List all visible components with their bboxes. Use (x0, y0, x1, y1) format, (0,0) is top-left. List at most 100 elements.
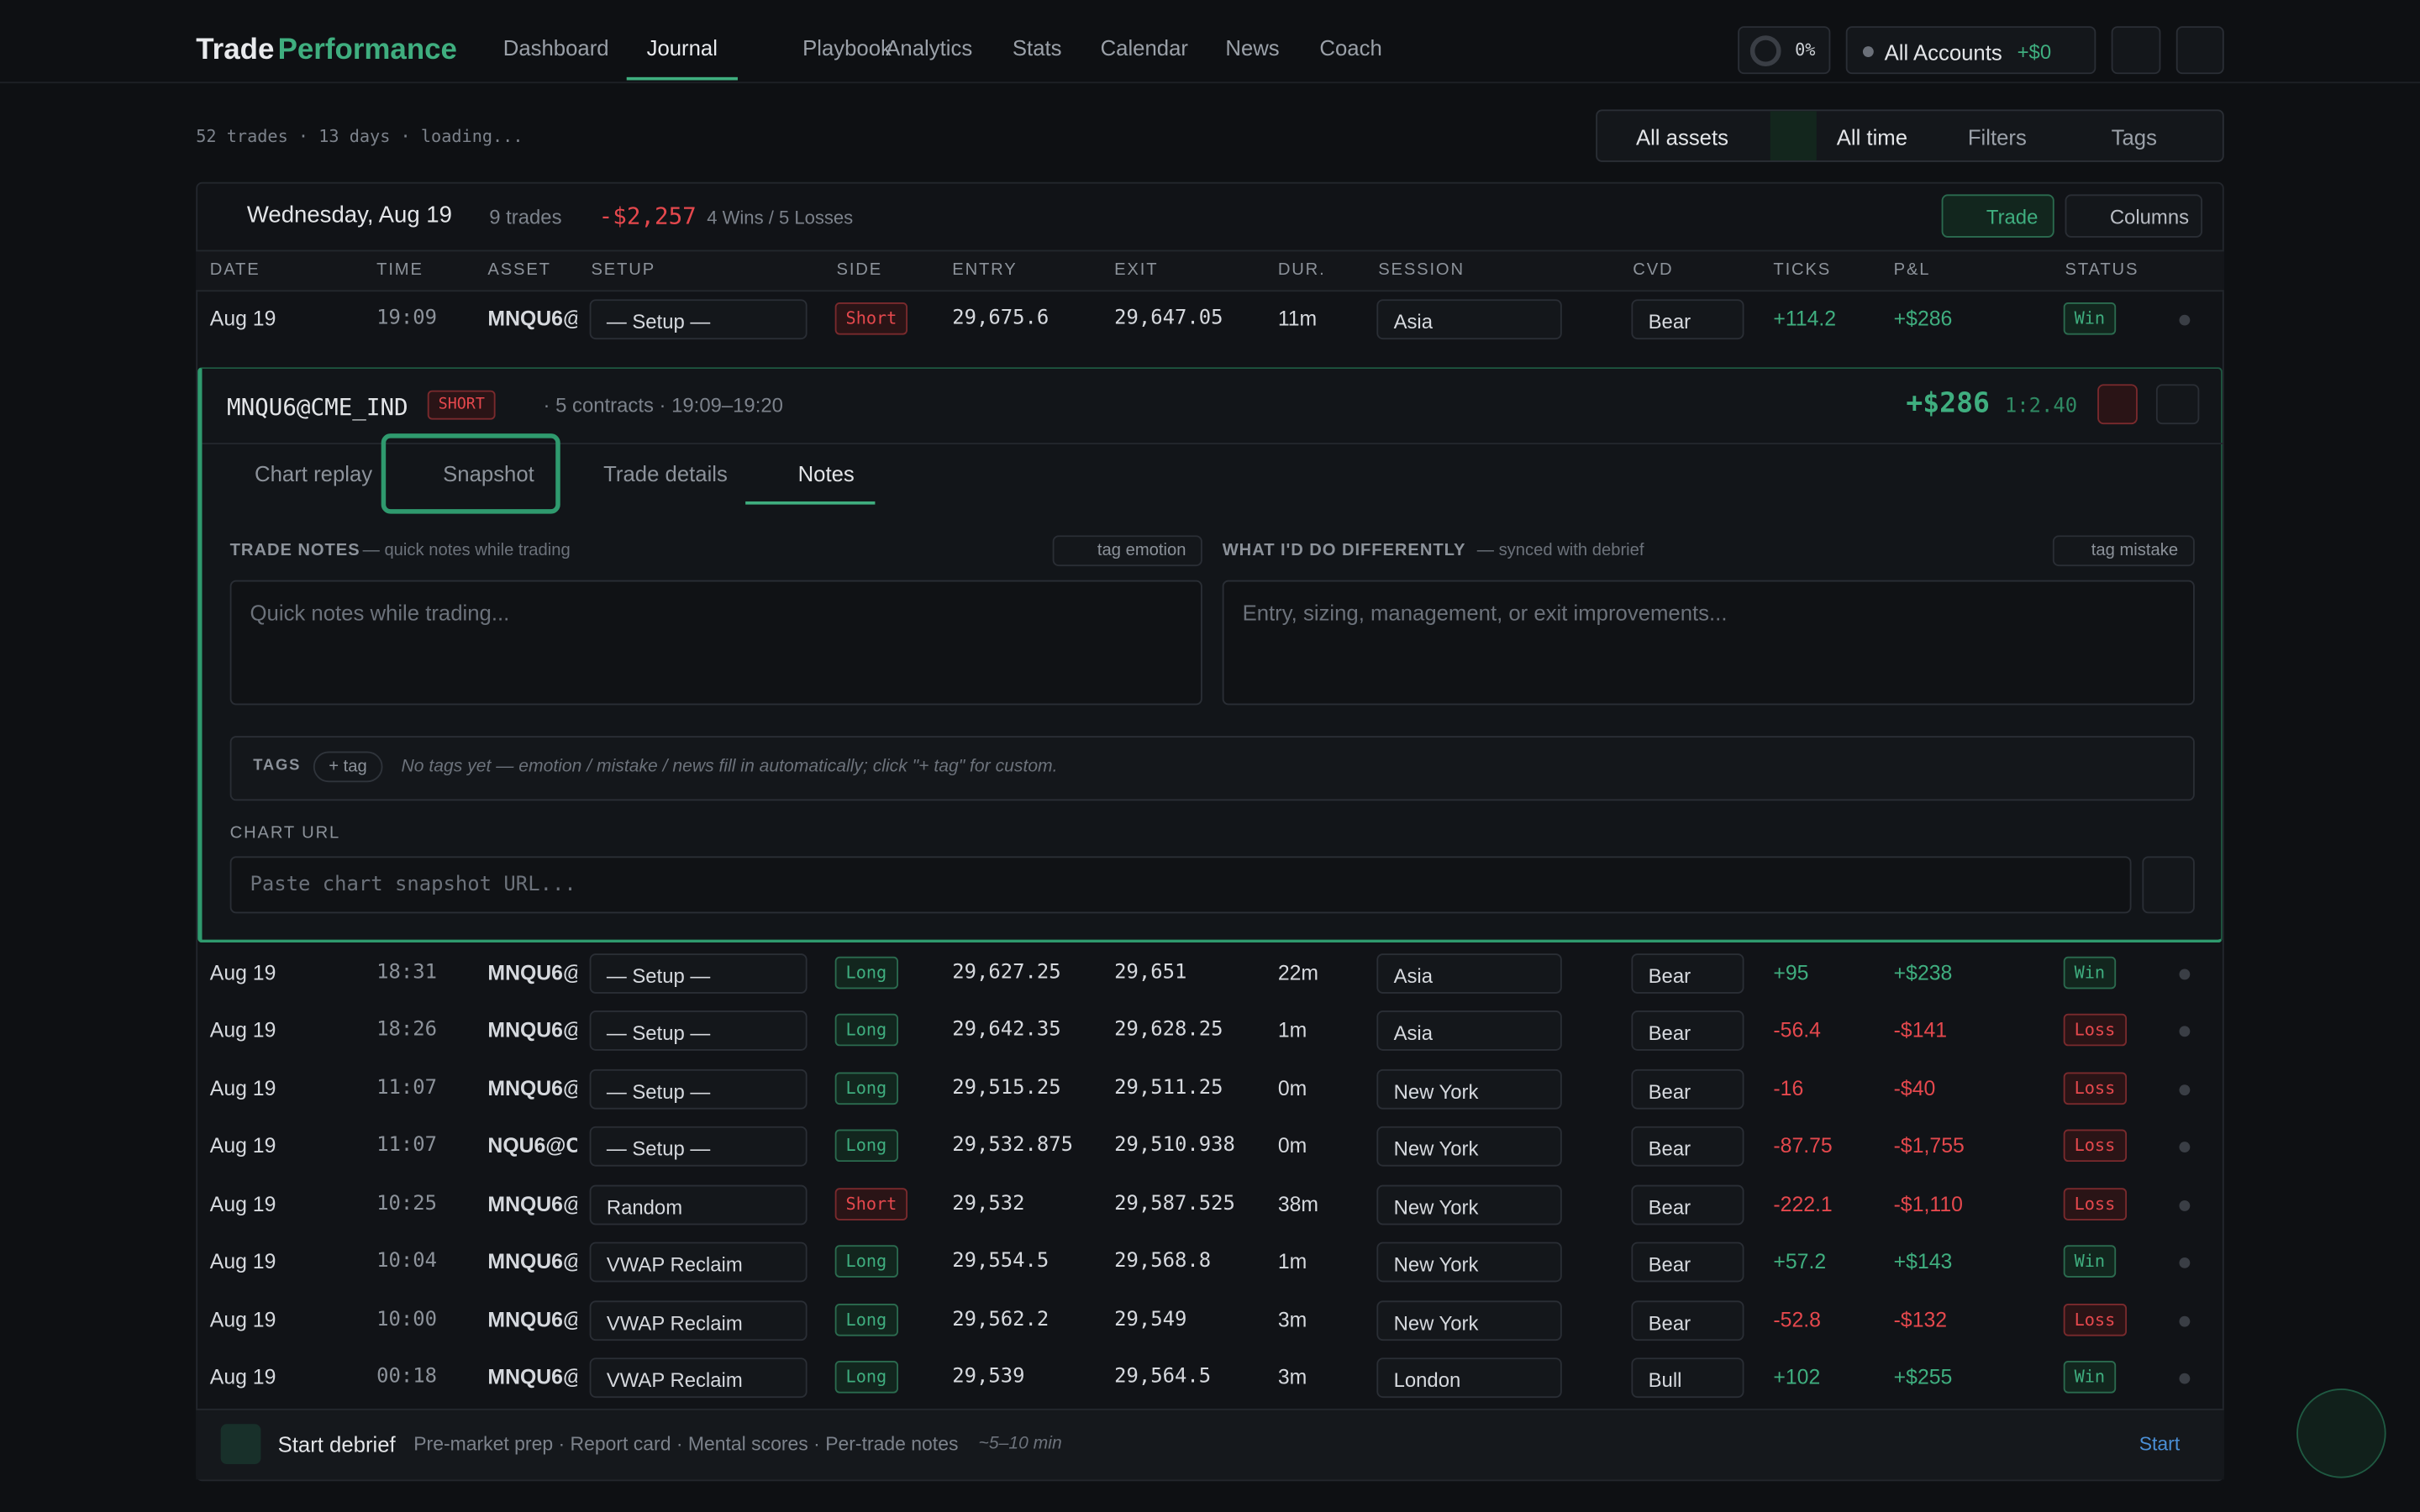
select-value: Random (606, 1195, 683, 1220)
export-button[interactable] (2111, 26, 2161, 75)
side-badge: Long (834, 956, 898, 990)
columns-label: Columns (2109, 205, 2190, 228)
open-url-button[interactable] (2142, 856, 2195, 914)
select[interactable]: VWAP Reclaim (589, 1300, 808, 1341)
cell: 22m (1277, 961, 1319, 984)
cell: 29,568.8 (1114, 1249, 1212, 1273)
select[interactable]: Bear (1631, 299, 1744, 340)
debrief-start[interactable]: Start (2139, 1433, 2181, 1456)
status-badge: Loss (2063, 1013, 2127, 1047)
theme-button[interactable] (2175, 26, 2224, 75)
row-dot[interactable] (2179, 1373, 2191, 1384)
row-dot[interactable] (2179, 314, 2191, 326)
add-tag[interactable]: + tag (313, 751, 383, 783)
select[interactable]: Asia (1376, 299, 1562, 340)
select[interactable]: New York (1376, 1242, 1562, 1283)
select[interactable]: VWAP Reclaim (589, 1357, 808, 1399)
cell: MNQU6@ (487, 961, 577, 984)
column-header: SESSION (1378, 260, 1465, 280)
debrief-title: Start debrief (277, 1431, 396, 1457)
account-select[interactable]: All Accounts +$0 (1845, 26, 2096, 75)
columns-button[interactable]: Columns (2065, 194, 2203, 238)
select[interactable]: London (1376, 1357, 1562, 1399)
cell: NQU6@C (487, 1134, 577, 1158)
nav-link[interactable]: Dashboard (502, 35, 609, 60)
row-dot[interactable] (2179, 1257, 2191, 1268)
select[interactable]: Bear (1631, 1184, 1744, 1226)
select[interactable]: VWAP Reclaim (589, 1242, 808, 1283)
row-dot[interactable] (2179, 1200, 2191, 1211)
select-value: Bear (1648, 310, 1691, 333)
select[interactable]: New York (1376, 1184, 1562, 1226)
side-badge: SHORT (427, 390, 496, 420)
filter[interactable]: All assets (1635, 124, 1728, 150)
select[interactable]: Bear (1631, 1126, 1744, 1167)
select[interactable]: Bear (1631, 1068, 1744, 1110)
cell: +$255 (1893, 1365, 1953, 1389)
textarea[interactable]: Entry, sizing, management, or exit impro… (1222, 580, 2195, 706)
row-dot[interactable] (2179, 969, 2191, 980)
select[interactable]: — Setup — (589, 1126, 808, 1167)
select[interactable]: — Setup — (589, 953, 808, 994)
select[interactable]: New York (1376, 1300, 1562, 1341)
hint: — quick notes while trading (362, 541, 571, 560)
nav-link[interactable]: Analytics (886, 35, 973, 60)
filter[interactable]: All time (1836, 124, 1908, 150)
row-dot[interactable] (2179, 1084, 2191, 1096)
tab[interactable]: Snapshot (443, 461, 534, 486)
select[interactable]: — Setup — (589, 1068, 808, 1110)
cell: Aug 19 (209, 1077, 276, 1100)
row-dot[interactable] (2179, 1315, 2191, 1327)
delete-button[interactable] (2097, 384, 2138, 425)
close-button[interactable] (2155, 384, 2200, 425)
select[interactable]: — Setup — (589, 299, 808, 340)
select[interactable]: — Setup — (589, 1011, 808, 1051)
select[interactable]: Bear (1631, 953, 1744, 994)
select[interactable]: Bull (1631, 1357, 1744, 1399)
label: CHART URL (229, 823, 341, 843)
select[interactable]: Asia (1376, 953, 1562, 994)
cell: 29,651 (1114, 961, 1187, 984)
select-value: VWAP Reclaim (606, 1311, 743, 1335)
select-value: Asia (1393, 963, 1434, 988)
cell: 10:04 (376, 1249, 438, 1273)
filter[interactable]: Filters (1967, 124, 2027, 150)
cell: 19:09 (376, 307, 438, 331)
row-dot[interactable] (2179, 1026, 2191, 1037)
textarea[interactable]: Quick notes while trading... (229, 580, 1202, 706)
nav-link[interactable]: Stats (1012, 35, 1062, 60)
side-badge: Long (834, 1129, 898, 1163)
nav-link[interactable]: Journal (646, 35, 718, 60)
debrief-bar (196, 1408, 2224, 1480)
tag-button[interactable]: tag mistake (2052, 535, 2195, 567)
tab[interactable]: Chart replay (255, 461, 373, 486)
select-value: Bear (1648, 1311, 1691, 1335)
tab[interactable]: Notes (797, 461, 855, 486)
url-input[interactable]: Paste chart snapshot URL... (229, 856, 2132, 914)
cell: Aug 19 (209, 961, 276, 984)
nav-link[interactable]: News (1225, 35, 1280, 60)
select-value: New York (1393, 1311, 1479, 1335)
cell: 29,564.5 (1114, 1365, 1212, 1389)
select[interactable]: Bear (1631, 1300, 1744, 1341)
nav-link[interactable]: Calendar (1100, 35, 1188, 60)
select[interactable]: Bear (1631, 1011, 1744, 1051)
tag-button[interactable]: tag emotion (1052, 535, 1202, 567)
select[interactable]: New York (1376, 1068, 1562, 1110)
coach-fab[interactable] (2296, 1389, 2386, 1478)
cell: 29,627.25 (952, 961, 1061, 984)
nav-link[interactable]: Coach (1319, 35, 1382, 60)
select[interactable]: Asia (1376, 1011, 1562, 1051)
select[interactable]: Random (589, 1184, 808, 1226)
cell: MNQU6@ (487, 1365, 577, 1389)
cell: 29,510.938 (1114, 1134, 1235, 1158)
tab[interactable]: Trade details (603, 461, 728, 486)
filter[interactable]: Tags (2111, 124, 2157, 150)
row-dot[interactable] (2179, 1142, 2191, 1153)
nav-link[interactable]: Playbook (802, 35, 892, 60)
select[interactable]: Bear (1631, 1242, 1744, 1283)
select[interactable]: New York (1376, 1126, 1562, 1167)
add-trade-button[interactable]: Trade (1941, 194, 2054, 238)
cell: 11:07 (376, 1077, 438, 1100)
